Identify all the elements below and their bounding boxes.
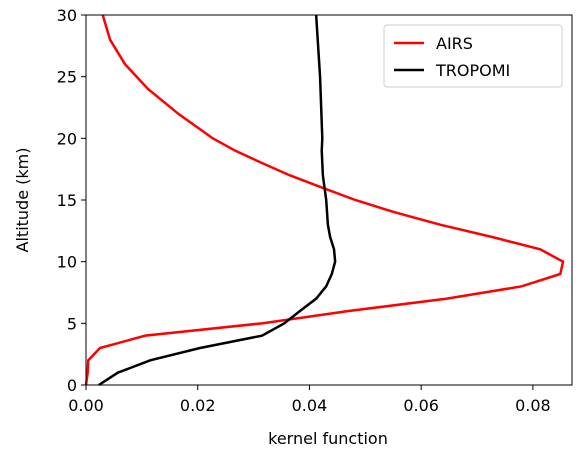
- legend-label: AIRS: [436, 34, 473, 53]
- x-tick-label: 0.02: [180, 396, 216, 415]
- data-line: [84, 14, 565, 386]
- x-axis-label: kernel function: [268, 429, 388, 448]
- y-tick-label: 0: [67, 376, 77, 395]
- x-tick-label: 0.00: [68, 396, 104, 415]
- data-line: [98, 14, 337, 387]
- x-tick-label: 0.06: [403, 396, 439, 415]
- legend-label: TROPOMI: [435, 61, 510, 80]
- y-tick-label: 15: [57, 191, 77, 210]
- legend-box: [383, 24, 563, 88]
- y-tick-label: 20: [57, 129, 77, 148]
- y-tick-label: 10: [57, 253, 77, 272]
- plot-frame: [85, 14, 573, 386]
- y-tick-label: 25: [57, 68, 77, 87]
- x-tick-label: 0.08: [515, 396, 551, 415]
- y-tick-label: 30: [57, 6, 77, 25]
- y-axis-label: Altitude (km): [13, 148, 32, 253]
- x-tick-label: 0.04: [292, 396, 328, 415]
- y-tick-label: 5: [67, 314, 77, 333]
